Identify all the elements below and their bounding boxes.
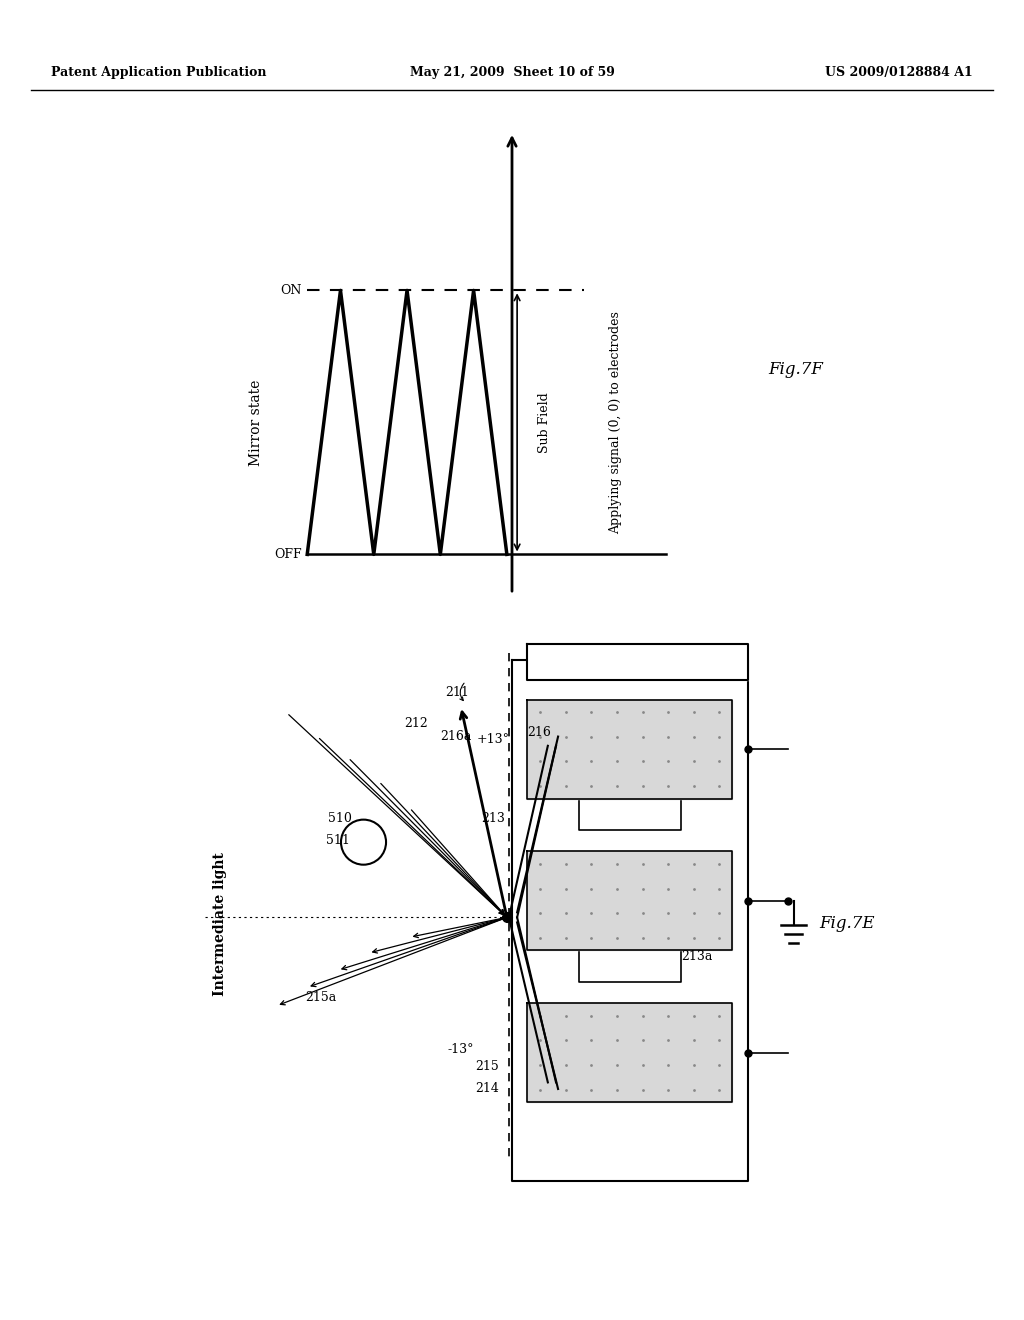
Text: 216: 216 (527, 726, 551, 739)
Text: 213: 213 (481, 812, 505, 825)
Polygon shape (527, 851, 732, 950)
Text: +13°: +13° (476, 733, 509, 746)
Text: Sub Field: Sub Field (538, 392, 551, 453)
Text: OFF: OFF (274, 548, 302, 561)
Text: US 2009/0128884 A1: US 2009/0128884 A1 (825, 66, 973, 79)
Text: 212: 212 (404, 717, 428, 730)
Text: 511: 511 (326, 834, 349, 847)
Text: Patent Application Publication: Patent Application Publication (51, 66, 266, 79)
Polygon shape (527, 1003, 732, 1102)
Text: 215: 215 (475, 1060, 499, 1073)
Text: 214: 214 (475, 1082, 499, 1096)
Text: 510: 510 (328, 812, 351, 825)
Text: -13°: -13° (447, 1043, 474, 1056)
Text: Mirror state: Mirror state (249, 379, 263, 466)
Text: Fig.7F: Fig.7F (768, 362, 823, 378)
Text: May 21, 2009  Sheet 10 of 59: May 21, 2009 Sheet 10 of 59 (410, 66, 614, 79)
Text: 213a: 213a (681, 950, 713, 964)
Text: ON: ON (281, 284, 302, 297)
Text: 211: 211 (445, 686, 469, 700)
Text: 216a: 216a (440, 730, 472, 743)
Polygon shape (527, 644, 748, 680)
Text: Intermediate light: Intermediate light (213, 853, 227, 995)
Text: Applying signal (0, 0) to electrodes: Applying signal (0, 0) to electrodes (609, 312, 623, 533)
Text: Fig.7E: Fig.7E (819, 916, 874, 932)
Text: 215a: 215a (305, 991, 337, 1005)
Polygon shape (527, 700, 732, 799)
